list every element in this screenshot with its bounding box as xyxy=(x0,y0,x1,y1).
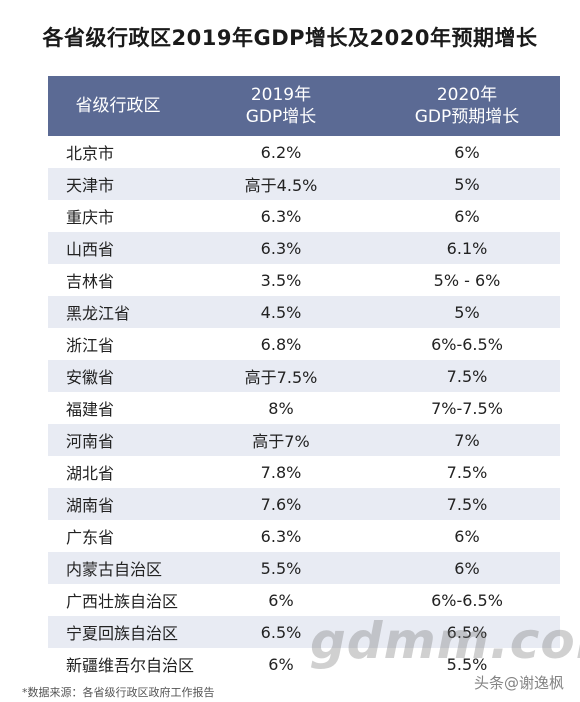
gdp-table: 省级行政区 2019年 GDP增长 2020年 GDP预期增长 北京市 6.2% 6… xyxy=(48,76,560,680)
cell-2020-target: 6.5% xyxy=(446,622,488,642)
table-row: 重庆市 6.3% 6% xyxy=(48,200,560,232)
cell-2019-growth: 6.2% xyxy=(260,142,302,162)
cell-province: 新疆维吾尔自治区 xyxy=(66,656,195,675)
cell-2019-growth: 3.5% xyxy=(260,270,302,290)
cell-province: 湖北省 xyxy=(66,464,115,483)
cell-2019-growth: 6% xyxy=(268,590,294,610)
watermark-site: gdmm.com xyxy=(310,612,580,670)
cell-2020-target: 6% xyxy=(454,142,480,162)
cell-2019-growth: 7.6% xyxy=(260,494,302,514)
cell-province: 河南省 xyxy=(66,432,115,451)
table-row: 安徽省 高于7.5% 7.5% xyxy=(48,360,560,392)
page-title: 各省级行政区2019年GDP增长及2020年预期增长 xyxy=(42,26,538,50)
cell-2019-growth: 7.8% xyxy=(260,462,302,482)
table-row: 宁夏回族自治区 6.5% 6.5% xyxy=(48,616,560,648)
table-row: 福建省 8% 7%-7.5% xyxy=(48,392,560,424)
cell-2020-target: 7.5% xyxy=(446,462,488,482)
header-2019-line2: GDP增长 xyxy=(245,107,317,127)
cell-2020-target: 6% xyxy=(454,206,480,226)
table-body: 北京市 6.2% 6% 天津市 高于4.5% 5% 重庆市 6.3% 6% 山西省 6.3% 6.1%… xyxy=(48,136,560,680)
cell-province: 吉林省 xyxy=(66,272,115,291)
footnote: *数据来源：各省级行政区政府工作报告 xyxy=(22,686,215,699)
table-row: 广东省 6.3% 6% xyxy=(48,520,560,552)
cell-2020-target: 7% xyxy=(454,430,480,450)
cell-province: 浙江省 xyxy=(66,336,115,355)
table-row: 天津市 高于4.5% 5% xyxy=(48,168,560,200)
table-header: 省级行政区 2019年 GDP增长 2020年 GDP预期增长 xyxy=(48,76,560,136)
cell-2019-growth: 4.5% xyxy=(260,302,302,322)
cell-province: 黑龙江省 xyxy=(66,304,131,323)
cell-2020-target: 6.1% xyxy=(446,238,488,258)
cell-2020-target: 6%-6.5% xyxy=(431,590,503,610)
table-row: 新疆维吾尔自治区 6% 5.5% xyxy=(48,648,560,680)
cell-2020-target: 6% xyxy=(454,558,480,578)
cell-province: 广东省 xyxy=(66,528,115,547)
table-row: 内蒙古自治区 5.5% 6% xyxy=(48,552,560,584)
cell-2019-growth: 6.3% xyxy=(260,526,302,546)
table-row: 吉林省 3.5% 5% - 6% xyxy=(48,264,560,296)
cell-2019-growth: 6.5% xyxy=(260,622,302,642)
cell-2019-growth: 6.3% xyxy=(260,206,302,226)
cell-2020-target: 5% xyxy=(454,302,480,322)
table-row: 浙江省 6.8% 6%-6.5% xyxy=(48,328,560,360)
cell-province: 天津市 xyxy=(66,176,115,195)
table-row: 山西省 6.3% 6.1% xyxy=(48,232,560,264)
cell-2019-growth: 6% xyxy=(268,654,294,674)
table-row: 湖北省 7.8% 7.5% xyxy=(48,456,560,488)
table-row: 北京市 6.2% 6% xyxy=(48,136,560,168)
cell-2020-target: 7%-7.5% xyxy=(431,398,503,418)
watermark-toutiao: 头条@谢逸枫 xyxy=(474,674,565,692)
cell-2019-growth: 5.5% xyxy=(260,558,302,578)
cell-2020-target: 7.5% xyxy=(446,366,488,386)
cell-province: 安徽省 xyxy=(66,368,115,387)
cell-province: 宁夏回族自治区 xyxy=(66,624,179,643)
cell-province: 福建省 xyxy=(66,400,115,419)
header-2020-line1: 2020年 xyxy=(436,85,498,105)
table-row: 黑龙江省 4.5% 5% xyxy=(48,296,560,328)
cell-2020-target: 7.5% xyxy=(446,494,488,514)
cell-2019-growth: 6.3% xyxy=(260,238,302,258)
cell-2020-target: 5.5% xyxy=(446,654,488,674)
header-province: 省级行政区 xyxy=(48,95,188,117)
cell-2019-growth: 高于7% xyxy=(252,432,310,451)
cell-province: 山西省 xyxy=(66,240,115,259)
table-row: 湖南省 7.6% 7.5% xyxy=(48,488,560,520)
cell-2020-target: 5% xyxy=(454,174,480,194)
header-2019: 2019年 GDP增长 xyxy=(188,84,374,128)
table-row: 广西壮族自治区 6% 6%-6.5% xyxy=(48,584,560,616)
cell-2019-growth: 6.8% xyxy=(260,334,302,354)
cell-2019-growth: 8% xyxy=(268,398,294,418)
cell-province: 北京市 xyxy=(66,144,115,163)
cell-2020-target: 6%-6.5% xyxy=(431,334,503,354)
header-2020-line2: GDP预期增长 xyxy=(414,107,520,127)
cell-2020-target: 5% - 6% xyxy=(433,270,501,290)
cell-2020-target: 6% xyxy=(454,526,480,546)
table-row: 河南省 高于7% 7% xyxy=(48,424,560,456)
header-2019-line1: 2019年 xyxy=(250,85,312,105)
header-2020: 2020年 GDP预期增长 xyxy=(374,84,560,128)
cell-2019-growth: 高于4.5% xyxy=(244,176,318,195)
cell-province: 重庆市 xyxy=(66,208,115,227)
cell-province: 湖南省 xyxy=(66,496,115,515)
header-province-label: 省级行政区 xyxy=(75,96,161,116)
cell-province: 内蒙古自治区 xyxy=(66,560,163,579)
cell-province: 广西壮族自治区 xyxy=(66,592,179,611)
cell-2019-growth: 高于7.5% xyxy=(244,368,318,387)
